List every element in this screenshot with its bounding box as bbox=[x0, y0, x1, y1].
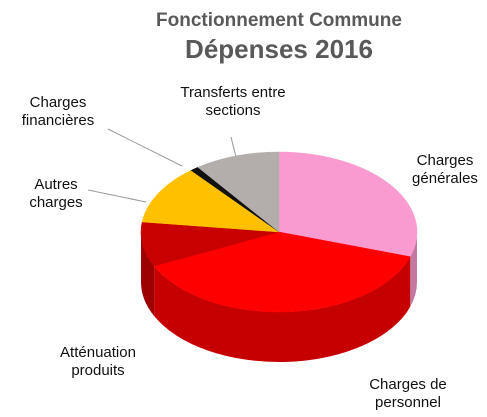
leader-line bbox=[230, 136, 237, 158]
leader-line bbox=[107, 128, 183, 167]
slice-side bbox=[410, 232, 418, 307]
slice bbox=[278, 151, 418, 257]
slice-label: Charges générales bbox=[412, 152, 478, 187]
slice-label: Atténuation produits bbox=[60, 344, 136, 379]
slice bbox=[153, 231, 411, 313]
slice-side bbox=[141, 232, 155, 317]
slice-label: Charges de personnel bbox=[369, 376, 447, 411]
slice-side bbox=[154, 256, 411, 362]
slice bbox=[141, 170, 280, 233]
slice bbox=[197, 151, 280, 233]
slice-label: Transferts entre sections bbox=[180, 84, 286, 119]
slice-label: Charges financières bbox=[21, 94, 95, 129]
slice-label: Autres charges bbox=[29, 176, 83, 211]
chart-subtitle: Dépenses 2016 bbox=[185, 34, 373, 64]
leader-line bbox=[87, 189, 147, 203]
chart-title: Fonctionnement Commune bbox=[156, 10, 402, 31]
